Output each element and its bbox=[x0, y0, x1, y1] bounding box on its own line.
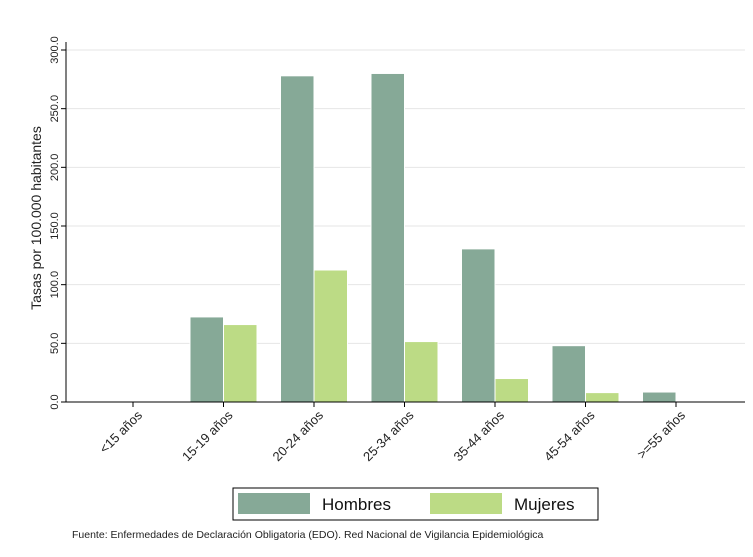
x-tick-label: 15-19 años bbox=[179, 407, 236, 464]
legend-label-mujeres: Mujeres bbox=[514, 495, 574, 514]
y-tick-label: 300.0 bbox=[49, 36, 61, 64]
y-tick-label: 200.0 bbox=[49, 154, 61, 182]
bar-hombres bbox=[642, 391, 677, 403]
bar-hombres bbox=[189, 316, 224, 403]
x-tick-labels: <15 años 15-19 años 20-24 años 25-34 años 35… bbox=[96, 402, 688, 464]
source-note: Fuente: Enfermedades de Declaración Obli… bbox=[72, 529, 544, 541]
bars bbox=[189, 72, 677, 403]
legend-swatch-mujeres bbox=[430, 493, 502, 514]
bar-hombres bbox=[461, 248, 496, 403]
bar-mujeres bbox=[313, 269, 348, 403]
bar-mujeres bbox=[585, 392, 620, 403]
y-tick-label: 100.0 bbox=[49, 271, 61, 299]
x-tick-label: >=55 años bbox=[634, 407, 688, 461]
y-tick-label: 150.0 bbox=[49, 212, 61, 240]
y-tick-label: 0.0 bbox=[49, 394, 61, 409]
legend-swatch-hombres bbox=[238, 493, 310, 514]
bar-mujeres bbox=[494, 378, 529, 403]
bar-mujeres bbox=[404, 341, 439, 403]
bar-hombres bbox=[370, 72, 405, 403]
y-tick-label: 250.0 bbox=[49, 95, 61, 123]
x-tick-label: 20-24 años bbox=[270, 407, 327, 464]
y-tick-label: 50.0 bbox=[49, 333, 61, 354]
x-tick-label: 25-34 años bbox=[360, 407, 417, 464]
x-tick-label: 35-44 años bbox=[451, 407, 508, 464]
bar-hombres bbox=[551, 345, 586, 403]
gridlines bbox=[66, 49, 745, 403]
y-tick-labels: 0.0 50.0 100.0 150.0 200.0 250.0 300.0 bbox=[49, 36, 66, 410]
legend: Hombres Mujeres bbox=[232, 487, 599, 521]
y-axis-title: Tasas por 100.000 habitantes bbox=[28, 126, 44, 310]
bar-hombres bbox=[280, 75, 315, 403]
x-tick-label: <15 años bbox=[96, 407, 145, 456]
bar-mujeres bbox=[223, 324, 258, 403]
axes bbox=[65, 42, 745, 403]
legend-label-hombres: Hombres bbox=[322, 495, 391, 514]
x-tick-label: 45-54 años bbox=[541, 407, 598, 464]
